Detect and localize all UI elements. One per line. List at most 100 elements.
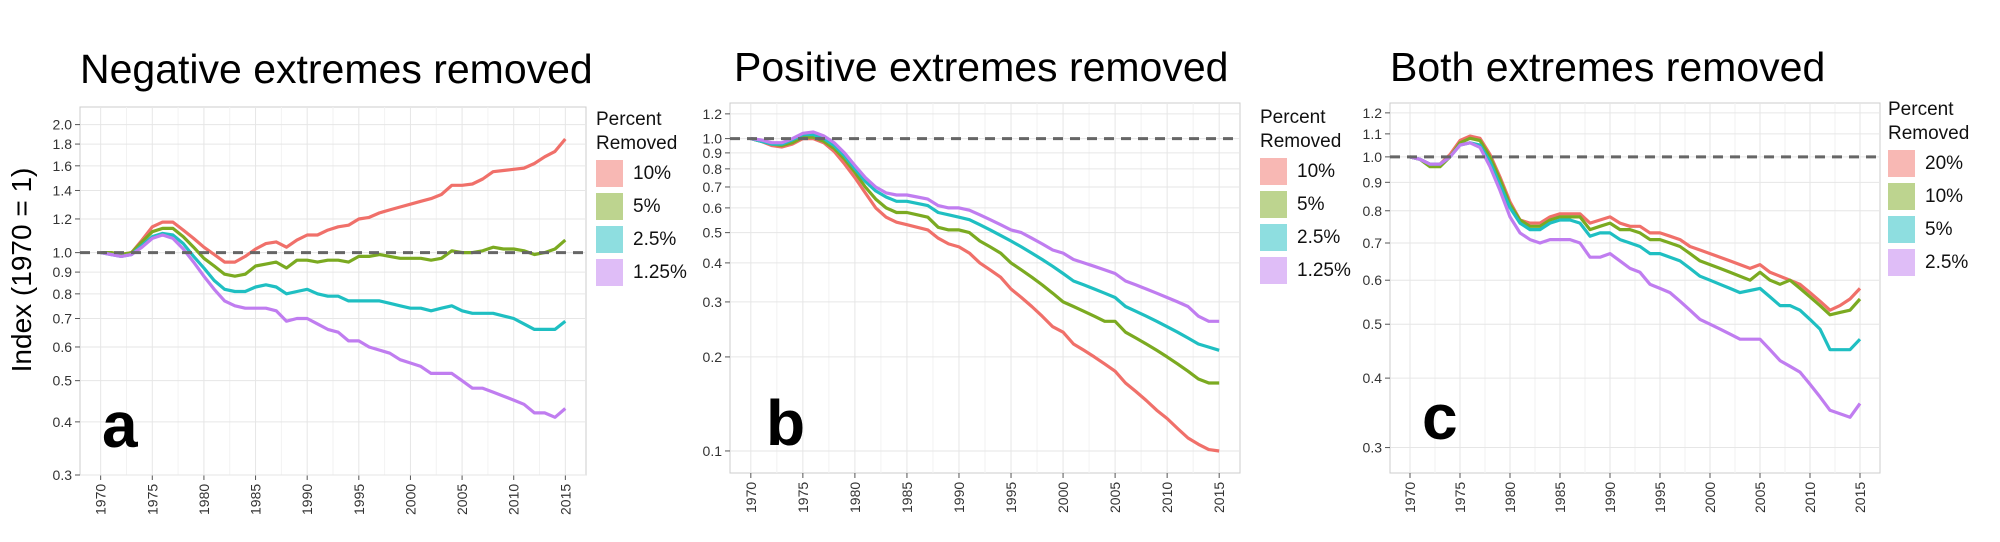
legend-swatch (1260, 158, 1287, 185)
legend-swatch (1260, 257, 1287, 284)
x-tick-label: 1990 (1602, 482, 1618, 513)
series-line-10pct (1409, 136, 1862, 317)
legend-title-line: Removed (1260, 131, 1342, 152)
legend-label: 2.5% (1925, 251, 1969, 273)
legend-item: 10% (1888, 181, 1969, 212)
y-tick-label: 0.5 (1363, 316, 1383, 332)
legend-item: 2.5% (1260, 222, 1351, 253)
series-line-10pct (750, 137, 1220, 453)
x-tick-label: 1975 (1452, 482, 1468, 513)
x-tick-label: 2000 (1055, 482, 1071, 513)
panel-a-title: Negative extremes removed (80, 46, 593, 92)
y-tick-label: 0.9 (53, 264, 73, 280)
legend-item: 10% (1260, 156, 1351, 187)
panel-c-legend: Percent Removed 20% 10% 5% 2.5% (1888, 98, 1969, 278)
y-tick-label: 0.6 (703, 200, 723, 216)
series-line-2.5pct (750, 133, 1220, 352)
y-tick-label: 0.8 (703, 161, 723, 177)
panel-c-plot: 1970 1975 1980 1985 1990 1995 2000 2005 2010 2015… (1363, 102, 1881, 513)
y-tick-label: 0.5 (53, 373, 73, 389)
series-line-1.25pct (750, 130, 1220, 323)
legend-swatch (596, 259, 623, 286)
legend-item: 1.25% (596, 257, 687, 288)
x-tick-label: 1975 (795, 482, 811, 513)
panel-c-letter: c (1422, 381, 1458, 453)
y-tick-label: 0.7 (703, 179, 723, 195)
y-tick-label: 2.0 (53, 117, 73, 133)
legend-label: 2.5% (1297, 226, 1341, 248)
legend-label: 2.5% (633, 228, 677, 250)
series-line-2.5pct (1409, 141, 1862, 419)
panel-c: Both extremes removed 1970 1975 1980 1985 19… (1360, 0, 2000, 542)
panel-b: Positive extremes removed 1970 1975 1980 19… (700, 0, 1360, 542)
x-tick-label: 1985 (899, 482, 915, 513)
legend-swatch (1888, 249, 1915, 276)
x-tick-label: 1970 (743, 482, 759, 513)
x-tick-label: 2005 (454, 484, 470, 515)
y-tick-label: 0.3 (1363, 440, 1383, 456)
y-tick-label: 0.8 (1363, 203, 1383, 219)
legend-label: 1.25% (633, 261, 687, 283)
x-tick-label: 1995 (1652, 482, 1668, 513)
y-tick-label: 0.4 (703, 255, 723, 271)
x-tick-label: 2010 (1802, 482, 1818, 513)
y-tick-label: 1.4 (53, 182, 73, 198)
y-tick-label: 0.6 (1363, 272, 1383, 288)
legend-item: 5% (1888, 214, 1969, 245)
panel-b-legend: Percent Removed 10% 5% 2.5% 1.25% (1260, 106, 1351, 286)
y-tick-label: 1.6 (53, 158, 73, 174)
legend-swatch (596, 193, 623, 220)
legend-title-line: Removed (596, 133, 678, 154)
x-tick-label: 2010 (506, 484, 522, 515)
series-line-5pct (750, 135, 1220, 385)
y-tick-label: 0.1 (703, 443, 723, 459)
panel-c-title: Both extremes removed (1390, 44, 1826, 90)
y-tick-label: 0.6 (53, 339, 73, 355)
legend-label: 5% (1297, 193, 1325, 215)
panel-a-plot: 1970 1975 1980 1985 1990 1995 2000 2005 2010 2015… (53, 106, 587, 515)
x-tick-label: 2015 (1211, 482, 1227, 513)
x-tick-label: 2005 (1107, 482, 1123, 513)
panel-a-legend: Percent Removed 10% 5% 2.5% 1.25% (596, 108, 687, 288)
legend-item: 10% (596, 158, 687, 189)
legend-title: Percent Removed (1888, 98, 1969, 146)
x-tick-label: 2015 (557, 484, 573, 515)
legend-item: 2.5% (1888, 247, 1969, 278)
x-tick-label: 1970 (1402, 482, 1418, 513)
legend-title-line: Percent (1260, 107, 1326, 128)
legend-label: 20% (1925, 152, 1964, 174)
y-tick-label: 1.2 (1363, 105, 1383, 121)
panel-b-title: Positive extremes removed (734, 44, 1229, 90)
panel-a-letter: a (102, 389, 138, 461)
panel-b-letter: b (766, 387, 806, 459)
x-tick-label: 1980 (847, 482, 863, 513)
y-tick-label: 0.3 (703, 294, 723, 310)
y-tick-label: 1.0 (53, 245, 73, 261)
legend-swatch (596, 226, 623, 253)
y-tick-label: 1.2 (703, 106, 723, 122)
legend-item: 20% (1888, 148, 1969, 179)
legend-label: 5% (1925, 218, 1953, 240)
legend-item: 5% (596, 191, 687, 222)
series-line-2.5pct (100, 231, 567, 331)
legend-item: 1.25% (1260, 255, 1351, 286)
legend-label: 10% (1925, 185, 1964, 207)
x-tick-label: 1985 (248, 484, 264, 515)
y-tick-label: 0.9 (703, 145, 723, 161)
x-tick-label: 2005 (1752, 482, 1768, 513)
legend-title: Percent Removed (596, 108, 687, 156)
x-tick-label: 2000 (402, 484, 418, 515)
legend-title: Percent Removed (1260, 106, 1351, 154)
y-tick-label: 1.0 (703, 131, 723, 147)
legend-title-line: Percent (1888, 99, 1954, 120)
series-line-5pct (1409, 141, 1862, 352)
legend-swatch (1888, 150, 1915, 177)
y-tick-label: 0.8 (53, 286, 73, 302)
x-tick-label: 2015 (1852, 482, 1868, 513)
y-tick-label: 1.0 (1363, 149, 1383, 165)
panel-a: Negative extremes removed 1970 1975 1980 19… (0, 0, 700, 542)
series-line-5pct (100, 226, 567, 278)
x-tick-label: 1970 (93, 484, 109, 515)
y-tick-label: 0.7 (1363, 235, 1383, 251)
series-line-10pct (100, 137, 567, 264)
